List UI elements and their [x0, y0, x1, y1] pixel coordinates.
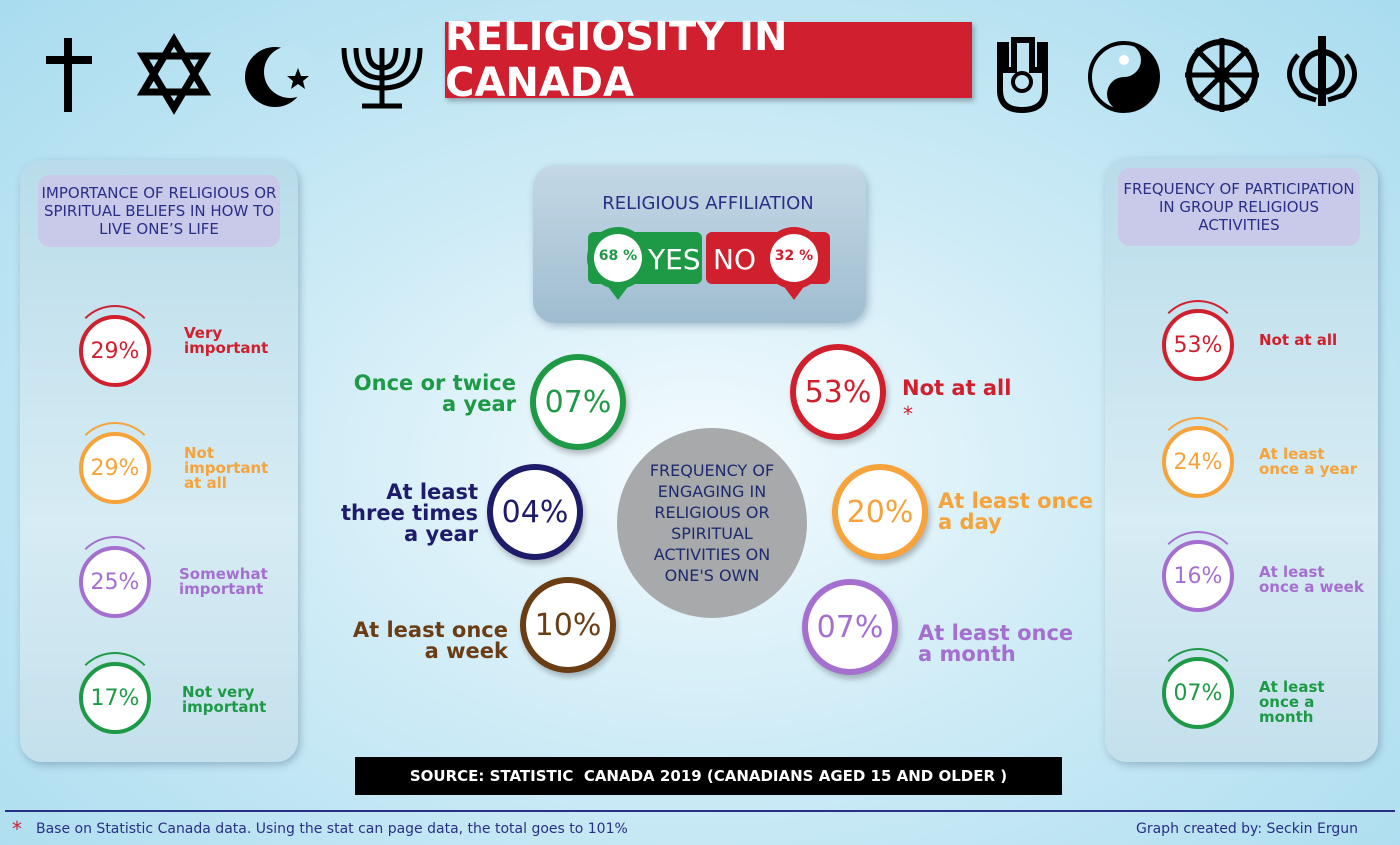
footnote: Base on Statistic Canada data. Using the… [36, 821, 628, 837]
panel-title: IMPORTANCE OF RELIGIOUS OR SPIRITUAL BEL… [38, 175, 280, 247]
percent-circle: 29% [79, 315, 151, 387]
percent-circle: 16% [1162, 540, 1234, 612]
percent-circle: 07% [802, 579, 898, 675]
affiliation-pins [587, 227, 825, 300]
affiliation-title: RELIGIOUS AFFILIATION [602, 193, 814, 214]
item-label: At least once a month [1259, 678, 1325, 726]
percent-circle: 04% [487, 464, 583, 560]
ring-arc [1155, 417, 1241, 503]
left-panel [20, 160, 298, 762]
item-label: Very important [184, 324, 269, 357]
yes-label: YES [648, 243, 701, 276]
ring-arc [1155, 531, 1241, 617]
percent-circle: 20% [832, 464, 928, 560]
right-panel [1105, 158, 1378, 762]
title: RELIGIOSITY IN CANADA [445, 14, 972, 106]
center-circle: FREQUENCY OF ENGAGING IN RELIGIOUS OR SP… [617, 428, 807, 618]
percent-circle: 17% [79, 662, 151, 734]
item-label: At least once a week [1259, 563, 1364, 596]
no-value: 32 % [774, 248, 814, 264]
item-label: At least once a day [938, 489, 1094, 534]
item-label: At least three times a year [340, 480, 478, 546]
percent-circle: 53% [790, 344, 886, 440]
ring-arc [72, 536, 158, 622]
ring-arc [72, 305, 158, 391]
yes-value: 68 % [598, 248, 638, 264]
percent-circle: 07% [1162, 657, 1234, 729]
item-label: Somewhat important [179, 565, 268, 598]
percent-circle: 10% [520, 577, 616, 673]
percent-circle: 53% [1162, 309, 1234, 381]
item-label: At least once a year [1259, 445, 1358, 478]
ring-arc [1155, 648, 1241, 734]
percent-circle: 25% [79, 546, 151, 618]
item-label: At least once a week [352, 618, 508, 663]
no-label: NO [713, 243, 756, 276]
item-label: Not important at all [184, 444, 269, 492]
ring-arc [72, 652, 158, 738]
percent-circle: 29% [79, 432, 151, 504]
item-label: Not at all [902, 376, 1012, 400]
source: SOURCE: STATISTIC CANADA 2019 (CANADIANS… [355, 757, 1062, 795]
religious-icons [46, 33, 1357, 115]
panel-title: FREQUENCY OF PARTICIPATION IN GROUP RELI… [1118, 168, 1360, 246]
item-label: Not very important [182, 683, 267, 716]
footnote-marker: * [12, 817, 22, 841]
item-label: Once or twice a year [353, 371, 516, 416]
ring-arc [1155, 300, 1241, 386]
credit: Graph created by: Seckin Ergun [1136, 821, 1358, 837]
percent-circle: 07% [530, 354, 626, 450]
footer-rule [5, 810, 1395, 812]
percent-circle: 24% [1162, 426, 1234, 498]
asterisk: * [903, 402, 913, 426]
item-label: Not at all [1259, 331, 1338, 349]
ring-arc [72, 422, 158, 508]
item-label: At least once a month [918, 621, 1074, 666]
